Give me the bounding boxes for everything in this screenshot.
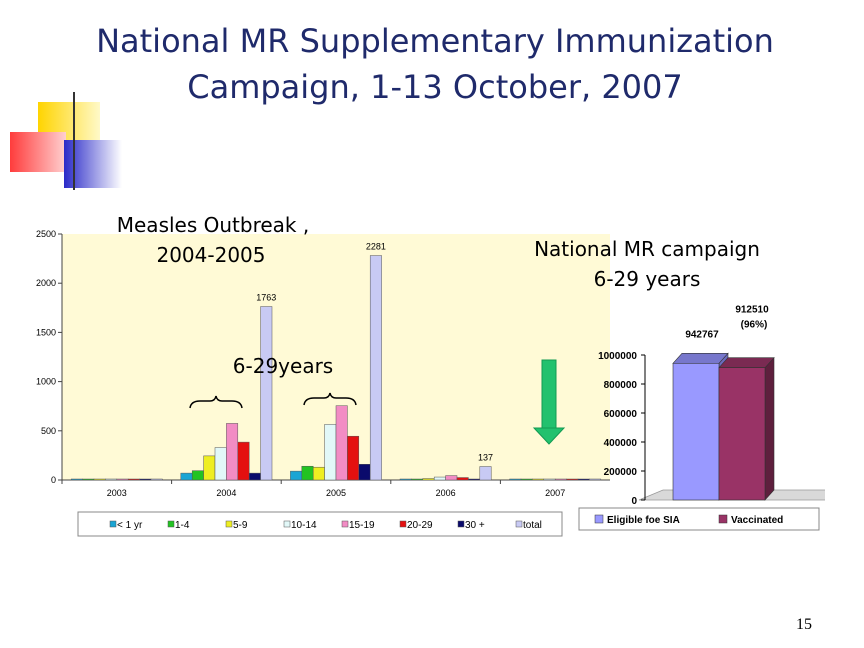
legend-swatch [341, 520, 349, 528]
data-label-total: 137 [478, 453, 493, 463]
campaign-arrow [532, 359, 566, 445]
legend-label: 15-19 [349, 520, 375, 531]
data-label-total: 2281 [366, 242, 386, 252]
legend-label: 10-14 [291, 520, 317, 531]
legend-swatch [225, 520, 233, 528]
legend-label: 5-9 [233, 520, 248, 531]
y-tick-label: 2500 [36, 229, 56, 239]
y-tick-label: 1000000 [598, 351, 637, 362]
y-tick-label: 600000 [604, 409, 638, 420]
bar-20-29-2005 [347, 435, 360, 481]
legend-swatch [718, 514, 728, 524]
legend-swatch [109, 520, 117, 528]
legend-label: 1-4 [175, 520, 190, 531]
bar-total-2007 [589, 478, 602, 481]
outbreak-label-line-1: Measles Outbreak , [117, 213, 309, 237]
title-line-1: National MR Supplementary Immunization [96, 22, 774, 60]
y-tick-label: 1000 [36, 377, 56, 387]
data-label-vaccinated: 912510 [735, 305, 769, 316]
data-label-eligible: 942767 [685, 329, 719, 340]
legend-swatch [457, 520, 465, 528]
decor-red-square [10, 132, 66, 172]
y-tick-label: 500 [41, 426, 56, 436]
legend-label: Vaccinated [731, 515, 783, 526]
x-tick-label: 2003 [107, 488, 127, 498]
bar-20-29-2004 [237, 441, 250, 481]
y-tick-label: 1500 [36, 327, 56, 337]
bar-vaccinated [718, 367, 766, 501]
right-bar-chart: 0 200000 400000 600000 800000 1000000 942767 91… [578, 305, 825, 531]
x-tick-label: 2005 [326, 488, 346, 498]
outbreak-label-line-2: 2004-2005 [156, 243, 265, 267]
decor-svg [10, 92, 864, 190]
data-label-total: 1763 [256, 293, 276, 303]
y-tick-label: 200000 [604, 467, 638, 478]
campaign-label-line-1: National MR campaign [534, 237, 760, 261]
y-tick-label: 2000 [36, 278, 56, 288]
decor-squares [0, 92, 864, 202]
y-tick-label: 0 [51, 475, 56, 485]
x-tick-label: 2007 [545, 488, 565, 498]
title-line-2: Campaign, 1-13 October, 2007 [187, 68, 683, 106]
x-tick-label: 2004 [216, 488, 236, 498]
legend-swatch [515, 520, 523, 528]
bar-total-2005 [369, 255, 382, 481]
bar-total-2006 [479, 466, 492, 481]
legend-label: 20-29 [407, 520, 433, 531]
legend-swatch [399, 520, 407, 528]
legend-label: < 1 yr [117, 520, 143, 531]
bar-eligible-foe-sia [672, 362, 720, 501]
brace-2005 [303, 392, 357, 406]
bar-total-2004 [260, 306, 273, 481]
campaign-label-line-2: 6-29 years [594, 267, 701, 291]
bar-total-2003 [150, 478, 163, 481]
age-group-label: 6-29years [233, 354, 333, 378]
brace-2004 [189, 395, 243, 409]
y-tick-label: 0 [631, 496, 637, 507]
y-tick-label: 800000 [604, 380, 638, 391]
left-bar-chart: 0 500 1000 1500 2000 2500 2003 1763 2004 2281 2005… [36, 229, 610, 537]
legend-box [578, 507, 820, 531]
x-tick-label: 2006 [436, 488, 456, 498]
legend-box [77, 511, 563, 537]
legend-label: Eligible foe SIA [607, 515, 680, 526]
y-tick-label: 400000 [604, 438, 638, 449]
legend-swatch [283, 520, 291, 528]
legend-swatch [594, 514, 604, 524]
legend-label: 30 + [465, 520, 485, 531]
slide-title: National MR Supplementary Immunization C… [40, 18, 830, 110]
legend-label: total [523, 520, 542, 531]
data-label-percent: (96%) [741, 320, 768, 331]
page-number: 15 [796, 616, 812, 633]
legend-swatch [167, 520, 175, 528]
